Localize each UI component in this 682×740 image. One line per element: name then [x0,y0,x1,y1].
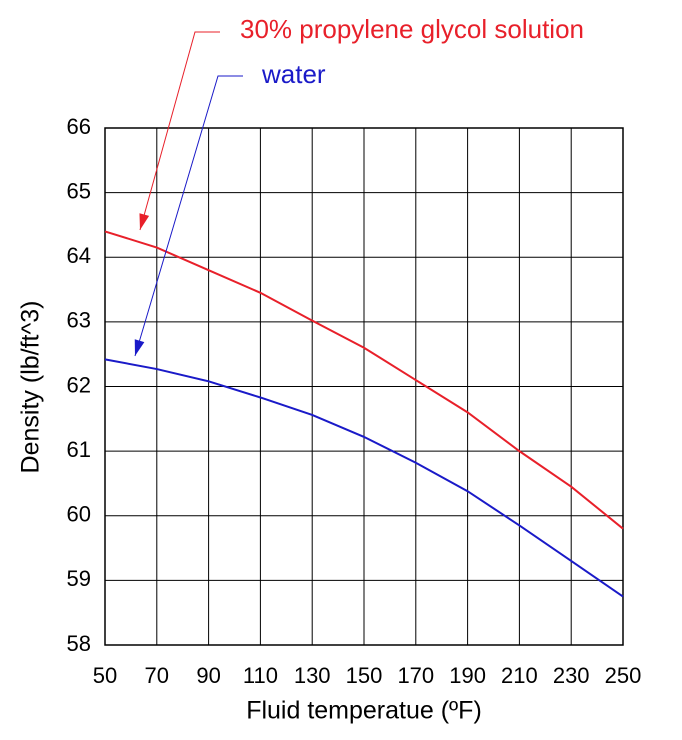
x-tick-label: 190 [449,663,486,688]
x-tick-label: 150 [346,663,383,688]
y-tick-label: 64 [67,243,91,268]
data-line [104,230,624,530]
legend-arrowhead [134,339,145,356]
y-tick-label: 65 [67,178,91,203]
y-tick-label: 60 [67,502,91,527]
legend-label: water [261,59,326,89]
y-tick-label: 61 [67,437,91,462]
y-tick-label: 62 [67,372,91,397]
plot-frame [104,127,624,646]
legend-arrow [139,31,220,231]
y-tick-label: 58 [67,631,91,656]
y-axis-label: Density (lb/ft^3) [17,301,45,474]
x-tick-label: 230 [553,663,590,688]
x-tick-label: 210 [501,663,538,688]
x-tick-label: 130 [294,663,331,688]
legend-arrow [134,75,243,357]
data-line [104,358,624,598]
x-tick-label: 70 [145,663,169,688]
y-tick-label: 63 [67,308,91,333]
x-tick-label: 50 [93,663,117,688]
x-tick-label: 170 [397,663,434,688]
legend-label: 30% propylene glycol solution [240,14,584,44]
y-tick-label: 66 [67,114,91,139]
x-tick-label: 90 [196,663,220,688]
legend-arrowhead [139,213,150,230]
x-axis-label: Fluid temperatue (ºF) [246,697,482,725]
y-tick-label: 59 [67,566,91,591]
x-tick-label: 250 [605,663,642,688]
x-tick-label: 110 [243,663,278,688]
